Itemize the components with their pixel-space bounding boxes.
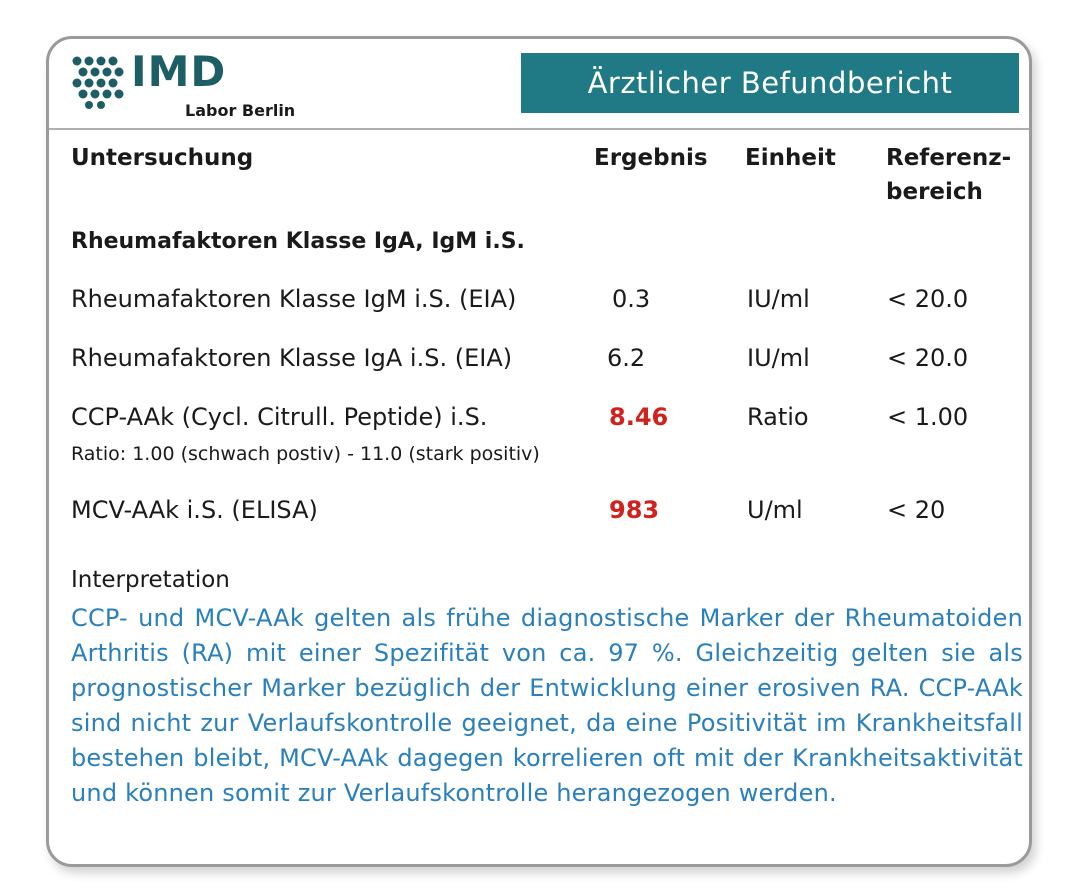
test-reference: < 1.00 — [887, 403, 969, 431]
test-result: 0.3 — [612, 285, 651, 313]
column-header-test: Untersuchung — [71, 145, 254, 171]
logo-wordmark: IMD — [131, 47, 227, 96]
test-unit: U/ml — [747, 496, 803, 524]
column-header-result: Ergebnis — [594, 145, 708, 171]
test-reference: < 20 — [887, 496, 946, 524]
test-unit: IU/ml — [747, 285, 810, 313]
test-name: CCP-AAk (Cycl. Citrull. Peptide) i.S. — [71, 403, 488, 431]
test-result-flagged: 8.46 — [609, 403, 669, 431]
test-reference: < 20.0 — [887, 344, 969, 372]
interpretation-label: Interpretation — [71, 567, 230, 593]
report-title: Ärztlicher Befundbericht — [521, 53, 1019, 113]
report-card: IMD Labor Berlin Ärztlicher Befundberich… — [46, 36, 1032, 867]
imd-logo: IMD Labor Berlin — [71, 47, 311, 126]
dot-matrix-logo-icon — [72, 56, 124, 109]
test-result: 6.2 — [607, 344, 646, 372]
test-note: Ratio: 1.00 (schwach postiv) - 11.0 (sta… — [71, 443, 540, 465]
test-name: Rheumafaktoren Klasse IgA i.S. (EIA) — [71, 344, 513, 372]
test-reference: < 20.0 — [887, 285, 969, 313]
column-header-reference-2: bereich — [886, 179, 983, 205]
test-name: Rheumafaktoren Klasse IgM i.S. (EIA) — [71, 285, 517, 313]
column-header-reference: Referenz- — [886, 145, 1012, 171]
test-result-flagged: 983 — [609, 496, 660, 524]
test-group-title: Rheumafaktoren Klasse IgA, IgM i.S. — [71, 229, 525, 254]
interpretation-text: CCP- und MCV-AAk gelten als frühe diagno… — [71, 604, 1023, 807]
logo-subtitle: Labor Berlin — [185, 101, 296, 120]
test-name: MCV-AAk i.S. (ELISA) — [71, 496, 318, 524]
column-header-unit: Einheit — [745, 145, 836, 171]
test-unit: IU/ml — [747, 344, 810, 372]
header-divider — [49, 128, 1029, 130]
test-unit: Ratio — [747, 403, 809, 431]
